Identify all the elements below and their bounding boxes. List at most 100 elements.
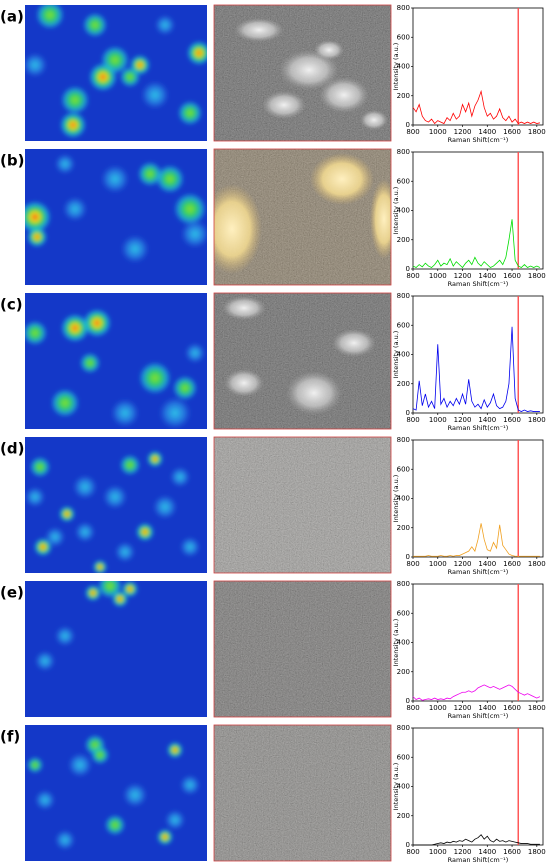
y-tick-label: 600 bbox=[397, 321, 410, 329]
x-tick-label: 1800 bbox=[528, 848, 546, 856]
heat-blob bbox=[61, 86, 89, 114]
y-tick-label: 800 bbox=[397, 292, 410, 300]
heat-blob bbox=[85, 585, 101, 601]
heat-blob bbox=[120, 67, 140, 87]
plot-frame bbox=[412, 151, 544, 270]
y-axis-label: Intensity (a.u.) bbox=[392, 187, 400, 235]
heat-blob bbox=[55, 830, 75, 850]
panel-label: (e) bbox=[0, 584, 24, 602]
photo-blob bbox=[234, 18, 284, 42]
plot-frame bbox=[412, 583, 544, 702]
y-tick-label: 200 bbox=[397, 236, 410, 244]
photo-blob bbox=[224, 369, 264, 397]
photo-border bbox=[213, 724, 392, 862]
x-tick-label: 1800 bbox=[528, 272, 546, 280]
heat-blob bbox=[80, 353, 100, 373]
x-tick-label: 1000 bbox=[429, 704, 447, 712]
y-axis-label: Intensity (a.u.) bbox=[392, 619, 400, 667]
y-tick-label: 400 bbox=[397, 63, 410, 71]
heat-blob bbox=[136, 523, 154, 541]
photo-grain bbox=[214, 581, 391, 717]
spectrum-line bbox=[412, 219, 541, 269]
y-tick-label: 0 bbox=[406, 697, 410, 705]
spectrum-line bbox=[412, 89, 540, 125]
y-tick-label: 0 bbox=[406, 553, 410, 561]
x-tick-label: 1600 bbox=[503, 848, 521, 856]
y-tick-label: 400 bbox=[397, 495, 410, 503]
heat-blob bbox=[103, 485, 127, 509]
heat-blob bbox=[27, 227, 47, 247]
y-axis-label: Intensity (a.u.) bbox=[392, 331, 400, 379]
x-tick-label: 1400 bbox=[478, 272, 496, 280]
y-tick-label: 600 bbox=[397, 753, 410, 761]
y-axis-label: Intensity (a.u.) bbox=[392, 475, 400, 523]
x-tick-label: 1200 bbox=[454, 272, 472, 280]
photo-border bbox=[213, 148, 392, 286]
photo-grain bbox=[214, 437, 391, 573]
panel-label: (c) bbox=[0, 296, 23, 314]
y-tick-label: 200 bbox=[397, 524, 410, 532]
y-tick-label: 200 bbox=[397, 92, 410, 100]
heat-blob bbox=[35, 790, 55, 810]
panel-label: (a) bbox=[0, 8, 24, 26]
y-tick-label: 0 bbox=[406, 841, 410, 849]
photo-blob bbox=[310, 153, 374, 205]
x-tick-label: 1800 bbox=[528, 560, 546, 568]
heat-blob bbox=[60, 112, 86, 138]
heat-blob bbox=[167, 742, 183, 758]
heat-blob bbox=[153, 495, 177, 519]
x-axis-label: Raman Shift(cm⁻¹) bbox=[448, 856, 509, 864]
x-tick-label: 1400 bbox=[478, 128, 496, 136]
x-tick-label: 1600 bbox=[503, 416, 521, 424]
heatmap-blobs bbox=[35, 581, 138, 671]
heat-blob bbox=[159, 397, 191, 429]
heat-blob bbox=[25, 321, 47, 345]
x-axis-label: Raman Shift(cm⁻¹) bbox=[448, 136, 509, 144]
heat-blob bbox=[98, 581, 122, 598]
heat-blob bbox=[155, 15, 175, 35]
y-tick-label: 400 bbox=[397, 351, 410, 359]
heat-blob bbox=[25, 201, 51, 233]
x-tick-label: 1200 bbox=[454, 128, 472, 136]
x-tick-label: 800 bbox=[406, 128, 419, 136]
photo-border bbox=[213, 436, 392, 574]
x-tick-label: 1400 bbox=[478, 848, 496, 856]
x-tick-label: 800 bbox=[406, 272, 419, 280]
heat-blob bbox=[75, 522, 95, 542]
heat-blob bbox=[83, 309, 111, 337]
heat-blob bbox=[25, 487, 45, 507]
x-tick-label: 1000 bbox=[429, 848, 447, 856]
heat-blob bbox=[59, 506, 75, 522]
heatmap-blobs bbox=[25, 309, 205, 429]
heatmap-blobs bbox=[25, 5, 207, 138]
heat-blob bbox=[185, 343, 205, 363]
photo-border bbox=[213, 292, 392, 430]
heat-blob bbox=[121, 235, 149, 263]
x-axis-label: Raman Shift(cm⁻¹) bbox=[448, 568, 509, 576]
heat-blob bbox=[55, 626, 75, 646]
y-tick-label: 0 bbox=[406, 265, 410, 273]
heat-blob bbox=[180, 537, 200, 557]
micrograph bbox=[214, 725, 391, 861]
photo-blob bbox=[370, 179, 391, 259]
x-tick-label: 1200 bbox=[454, 704, 472, 712]
heat-blob bbox=[165, 810, 185, 830]
x-tick-label: 800 bbox=[406, 704, 419, 712]
heat-blob bbox=[30, 457, 50, 477]
y-tick-label: 800 bbox=[397, 4, 410, 12]
heat-blob bbox=[120, 455, 140, 475]
heat-blob bbox=[35, 651, 55, 671]
heat-blob bbox=[55, 154, 75, 174]
x-tick-label: 1200 bbox=[454, 416, 472, 424]
y-tick-label: 800 bbox=[397, 148, 410, 156]
photo-blob bbox=[214, 184, 262, 274]
x-tick-label: 1600 bbox=[503, 560, 521, 568]
heat-blob bbox=[147, 451, 163, 467]
spectrum-line bbox=[413, 523, 540, 557]
y-tick-label: 600 bbox=[397, 609, 410, 617]
x-tick-label: 800 bbox=[406, 848, 419, 856]
photo-blob bbox=[262, 91, 306, 119]
panel-label: (f) bbox=[0, 728, 20, 746]
heat-blob bbox=[68, 753, 92, 777]
heat-blob bbox=[141, 81, 169, 109]
